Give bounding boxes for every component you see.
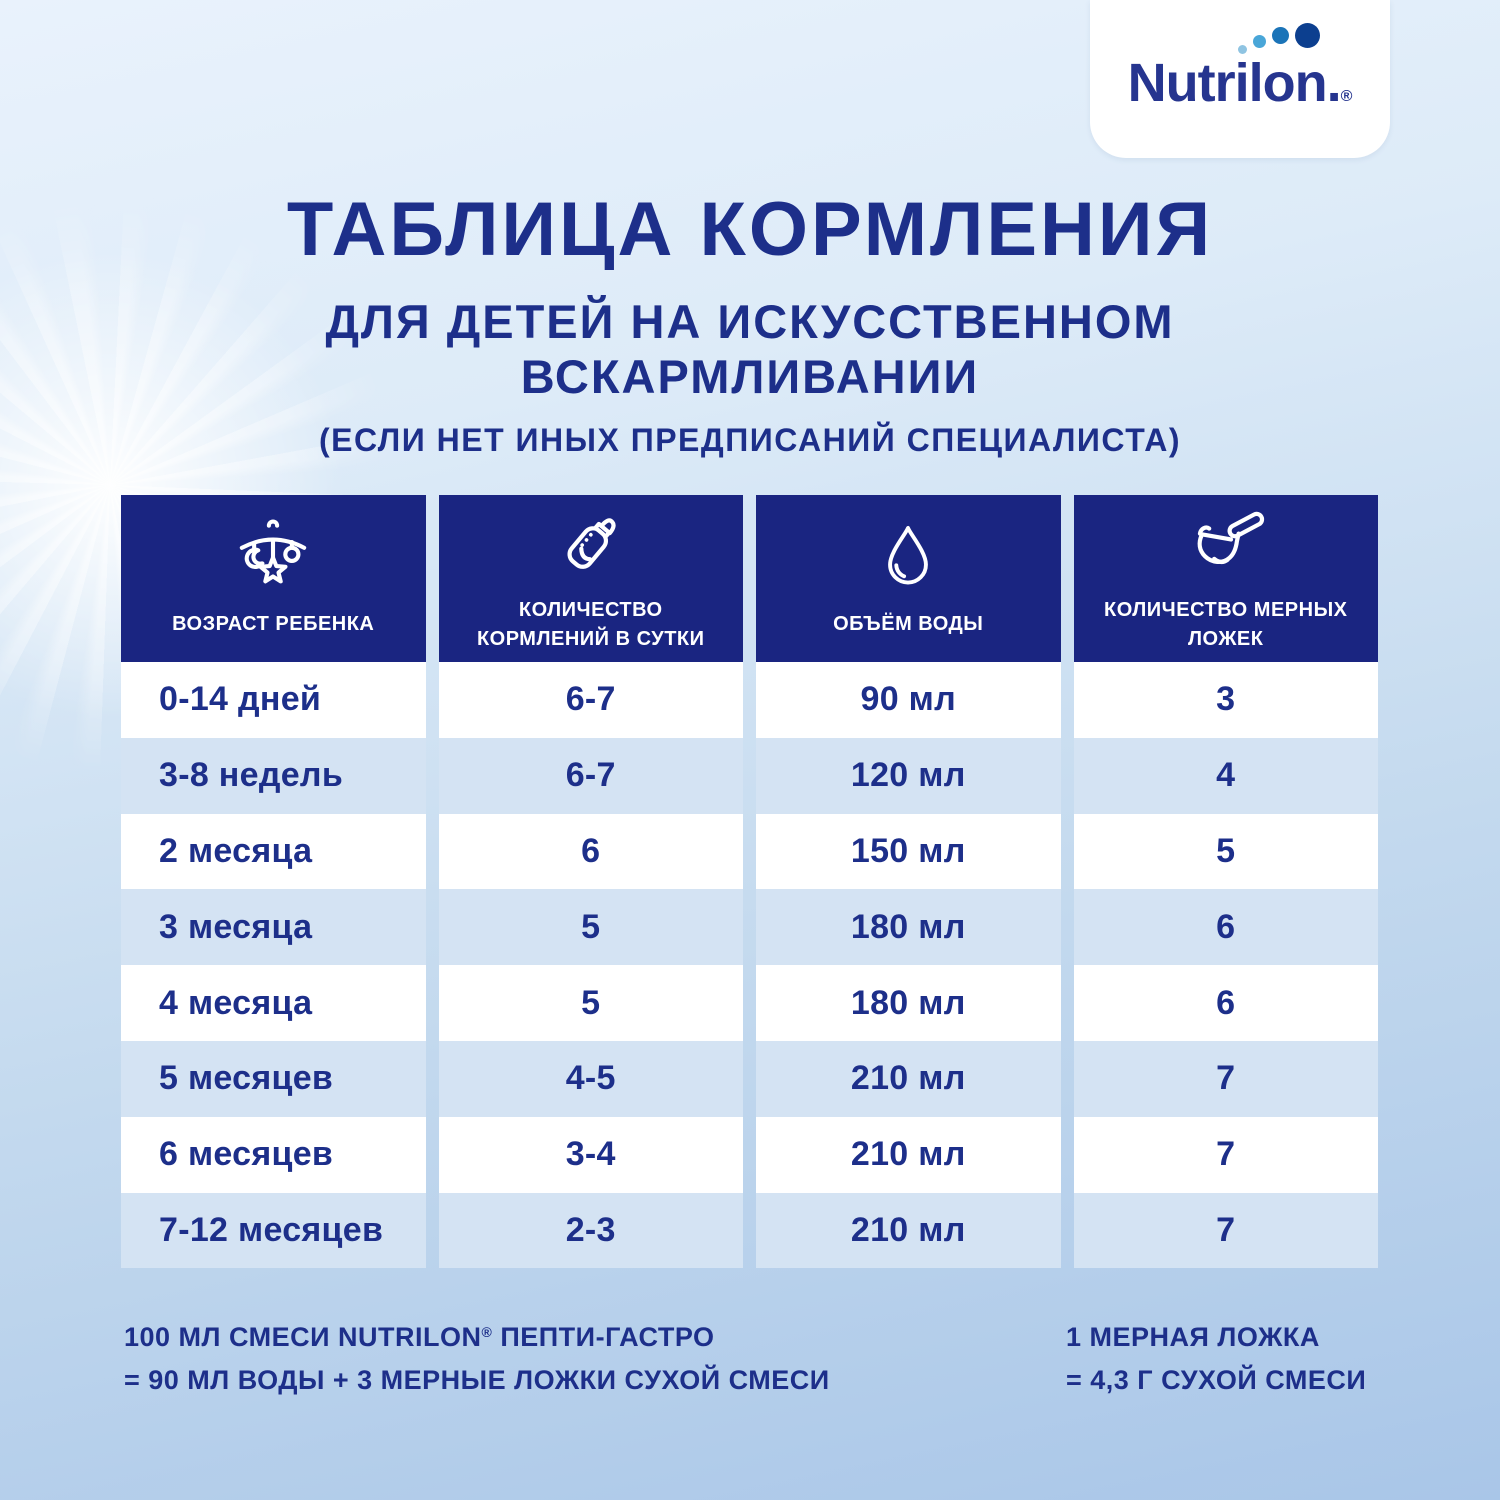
table-cell: 210 мл: [756, 1040, 1061, 1117]
table-cell: 6: [1073, 889, 1378, 966]
brand-name: Nutrilon.®: [1127, 53, 1353, 113]
table-cell: 7-12 месяцев: [121, 1192, 426, 1269]
table-cell: 150 мл: [756, 813, 1061, 890]
column-header-feedings: КОЛИЧЕСТВО КОРМЛЕНИЙ В СУТКИ: [438, 495, 743, 662]
table-cell: 3 месяца: [121, 889, 426, 966]
table-cell: 6: [438, 813, 743, 890]
table-cell: 5: [438, 965, 743, 1041]
footnote-mix-ratio: 100 МЛ СМЕСИ NUTRILON® ПЕПТИ-ГАСТРО = 90…: [124, 1322, 830, 1395]
table-cell: 4-5: [438, 1040, 743, 1117]
page-subtitle: ДЛЯ ДЕТЕЙ НА ИСКУССТВЕННОМ ВСКАРМЛИВАНИИ: [325, 295, 1175, 404]
table-cell: 5 месяцев: [121, 1040, 426, 1117]
column-header-age: ВОЗРАСТ РЕБЕНКА: [121, 495, 426, 662]
table-cell: 4: [1073, 737, 1378, 814]
logo-dots-icon: [1238, 23, 1320, 56]
baby-mobile-icon: [232, 514, 314, 598]
feeding-table: ВОЗРАСТ РЕБЕНКА КОЛИЧЕСТВО КОРМЛЕНИЙ В: [121, 495, 1378, 1269]
table-cell: 7: [1073, 1192, 1378, 1269]
table-cell: 6-7: [438, 737, 743, 814]
table-cell: 180 мл: [756, 889, 1061, 966]
page-title: ТАБЛИЦА КОРМЛЕНИЯ: [286, 187, 1214, 272]
table-cell: 7: [1073, 1116, 1378, 1193]
table-cell: 180 мл: [756, 965, 1061, 1041]
column-header-scoops: КОЛИЧЕСТВО МЕРНЫХ ЛОЖЕК: [1073, 495, 1378, 662]
title-block: ТАБЛИЦА КОРМЛЕНИЯ ДЛЯ ДЕТЕЙ НА ИСКУССТВЕ…: [0, 192, 1500, 459]
footnote-scoop-weight: 1 МЕРНАЯ ЛОЖКА = 4,3 Г СУХОЙ СМЕСИ: [1066, 1322, 1367, 1395]
column-header-water: ОБЪЁМ ВОДЫ: [756, 495, 1061, 662]
table-cell: 3-4: [438, 1116, 743, 1193]
table-cell: 6-7: [438, 662, 743, 738]
nutrilon-logo-card: Nutrilon.®: [1090, 0, 1390, 158]
table-cell: 4 месяца: [121, 965, 426, 1041]
table-cell: 7: [1073, 1040, 1378, 1117]
table-cell: 210 мл: [756, 1192, 1061, 1269]
table-cell: 2 месяца: [121, 813, 426, 890]
table-cell: 3-8 недель: [121, 737, 426, 814]
table-cell: 2-3: [438, 1192, 743, 1269]
table-cell: 5: [438, 889, 743, 966]
table-cell: 6 месяцев: [121, 1116, 426, 1193]
table-cell: 210 мл: [756, 1116, 1061, 1193]
table-cell: 90 мл: [756, 662, 1061, 738]
registered-mark: ®: [481, 1324, 493, 1340]
table-cell: 3: [1073, 662, 1378, 738]
water-drop-icon: [869, 514, 947, 598]
feeding-bottle-icon: [549, 500, 633, 584]
table-cell: 0-14 дней: [121, 662, 426, 738]
table-cell: 6: [1073, 965, 1378, 1041]
registered-mark: ®: [1340, 88, 1353, 105]
measuring-scoop-icon: [1184, 500, 1268, 584]
table-cell: 5: [1073, 813, 1378, 890]
title-note: (ЕСЛИ НЕТ ИНЫХ ПРЕДПИСАНИЙ СПЕЦИАЛИСТА): [318, 421, 1181, 458]
table-cell: 120 мл: [756, 737, 1061, 814]
